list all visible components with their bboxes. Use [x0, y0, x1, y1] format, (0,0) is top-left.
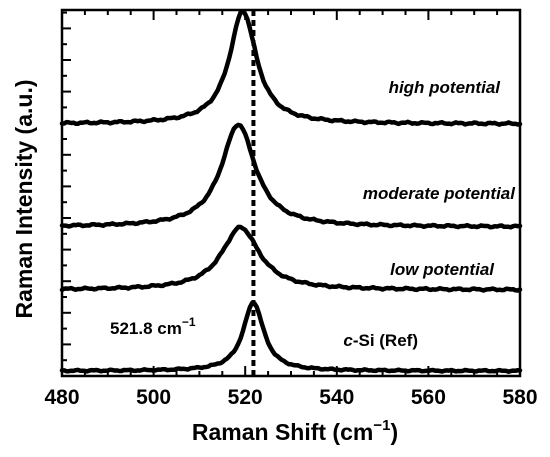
- series-line-high-potential: [59, 9, 523, 127]
- peak-annotation: 521.8 cm−1: [110, 315, 196, 338]
- x-tick-label: 500: [136, 386, 171, 409]
- y-axis-title: Raman Intensity (a.u.): [11, 80, 37, 319]
- series-label-part: c: [343, 331, 353, 350]
- series-line-c-si-ref-: [59, 300, 523, 374]
- series-label-part: high potential: [389, 78, 502, 97]
- y-axis: [62, 11, 71, 377]
- plot-area: high potential moderate potential low pote…: [59, 9, 523, 376]
- x-axis-title-paren-close: ): [390, 419, 398, 445]
- peak-annotation-exponent: −1: [182, 315, 196, 329]
- x-axis-title-paren-open: (: [326, 419, 340, 445]
- x-axis-unit: cm: [340, 419, 373, 445]
- x-tick-label: 520: [228, 386, 263, 409]
- x-axis: 480 500 520 540 560 580: [44, 10, 538, 409]
- peak-annotation-text: 521.8 cm: [110, 319, 182, 338]
- series-label: high potential: [389, 78, 502, 97]
- x-tick-label: 580: [502, 386, 537, 409]
- x-axis-unit-exponent: −1: [373, 417, 390, 434]
- series-label: c-Si (Ref): [343, 331, 418, 350]
- series-label: low potential: [390, 260, 495, 279]
- x-tick-label: 480: [44, 386, 79, 409]
- x-tick-label: 540: [319, 386, 354, 409]
- series-label-part: low potential: [390, 260, 495, 279]
- x-axis-title: Raman Shift (cm−1): [192, 417, 398, 445]
- series-label: moderate potential: [363, 184, 516, 203]
- x-tick-label: 560: [411, 386, 446, 409]
- series-line-moderate-potential: [59, 122, 523, 230]
- series-label-part: moderate potential: [363, 184, 516, 203]
- series-label-part: -Si (Ref): [353, 331, 418, 350]
- series-line-low-potential: [59, 224, 523, 293]
- x-axis-title-text: Raman Shift: [192, 419, 327, 445]
